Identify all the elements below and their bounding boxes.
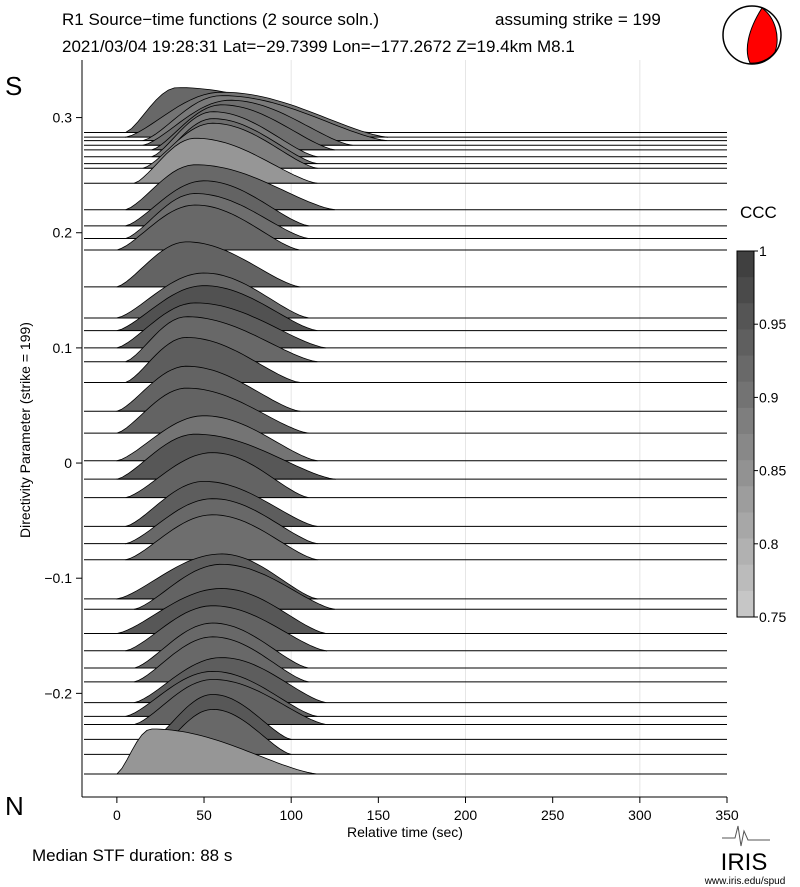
colorbar-step	[737, 381, 754, 409]
stf-trace	[116, 204, 301, 251]
strike-note: assuming strike = 199	[495, 10, 661, 29]
colorbar: 1 0.95 0.9 0.85 0.8 0.75	[736, 243, 786, 625]
colorbar-step	[737, 277, 754, 304]
x-ticks: 0 50 100 150 200 250 300 350	[113, 797, 739, 823]
colorbar-label: CCC	[740, 203, 777, 222]
stf-trace	[116, 387, 309, 434]
x-tick-label: 350	[715, 807, 739, 823]
colorbar-frame	[736, 250, 755, 618]
stf-trace	[124, 514, 319, 561]
x-tick-label: 150	[367, 807, 391, 823]
colorbar-tick-label: 0.95	[759, 316, 786, 332]
x-tick-label: 0	[113, 807, 121, 823]
colorbar-step	[737, 590, 754, 618]
chart-title: R1 Source−time functions (2 source soln.…	[62, 10, 379, 29]
colorbar-tick-label: 1	[759, 243, 767, 259]
colorbar-step	[737, 251, 754, 278]
stf-trace	[116, 241, 301, 288]
y-tick-label: 0.3	[53, 110, 73, 126]
colorbar-step	[737, 329, 754, 357]
y-tick-label: 0.2	[53, 225, 73, 241]
x-axis-label: Relative time (sec)	[347, 824, 463, 840]
colorbar-tick-label: 0.8	[759, 536, 779, 552]
colorbar-tick-label: 0.75	[759, 609, 786, 625]
colorbar-step	[737, 564, 754, 592]
x-tick-label: 50	[196, 807, 212, 823]
x-tick-label: 100	[280, 807, 304, 823]
colorbar-tick-label: 0.9	[759, 389, 779, 405]
y-ticks: −0.2 −0.1 0 0.1 0.2 0.3	[44, 110, 82, 701]
median-duration: Median STF duration: 88 s	[32, 846, 232, 865]
x-tick-label: 250	[541, 807, 565, 823]
colorbar-step	[737, 355, 754, 383]
colorbar-step	[737, 538, 754, 566]
stf-trace	[125, 452, 309, 499]
y-tick-label: −0.1	[44, 570, 72, 586]
stf-traces	[84, 87, 727, 775]
iris-logo: IRIS www.iris.edu/spud	[704, 825, 786, 887]
x-tick-label: 200	[454, 807, 478, 823]
colorbar-step	[737, 434, 754, 461]
y-tick-label: −0.2	[44, 685, 72, 701]
colorbar-step	[737, 512, 754, 540]
colorbar-step	[737, 303, 754, 330]
grid-lines	[290, 60, 641, 797]
colorbar-step	[737, 407, 754, 435]
y-axis-label: Directivity Parameter (strike = 199)	[17, 322, 33, 538]
x-tick-label: 300	[628, 807, 652, 823]
y-tick-label: 0	[64, 455, 72, 471]
stf-trace	[115, 728, 319, 775]
north-label: N	[5, 791, 24, 821]
south-label: S	[5, 71, 22, 101]
colorbar-step	[737, 486, 754, 513]
colorbar-tick-label: 0.85	[759, 463, 786, 479]
colorbar-step	[737, 460, 754, 487]
event-info: 2021/03/04 19:28:31 Lat=−29.7399 Lon=−17…	[62, 37, 575, 56]
iris-url: www.iris.edu/spud	[704, 876, 786, 887]
iris-logo-text: IRIS	[721, 849, 768, 876]
beachball-icon	[722, 5, 782, 65]
y-tick-label: 0.1	[53, 340, 73, 356]
